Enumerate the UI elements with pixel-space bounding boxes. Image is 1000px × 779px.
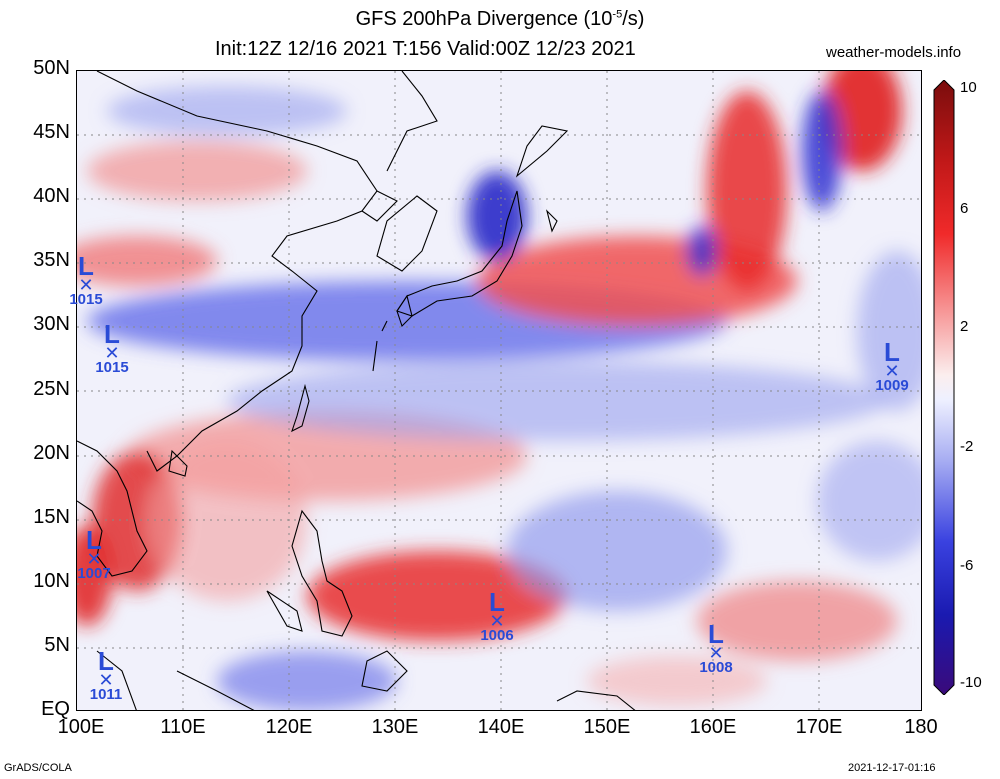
colorbar-label-2: 2: [960, 318, 969, 335]
low-symbol: L: [708, 619, 724, 649]
low-pressure-value: 1006: [480, 627, 514, 644]
low-pressure-value: 1009: [875, 377, 909, 394]
low-pressure-value: 1015: [95, 359, 129, 376]
low-pressure-value: 1007: [77, 565, 111, 582]
site-credit: weather-models.info: [826, 44, 962, 61]
lat-label-5n: 5N: [44, 634, 70, 656]
low-symbol: L: [884, 337, 900, 367]
low-pressure-marker: L ✕ 1011: [90, 648, 123, 702]
low-pressure-marker: L ✕ 1007: [77, 527, 110, 581]
low-pressure-value: 1011: [89, 686, 123, 703]
low-symbol: L: [489, 587, 505, 617]
low-center-icon: ✕: [884, 361, 900, 381]
colorbar-label-neg6: -6: [960, 557, 974, 574]
lon-label-160e: 160E: [689, 716, 737, 738]
lat-label-25n: 25N: [33, 378, 70, 400]
low-pressure-marker: L ✕ 1006: [480, 589, 513, 643]
low-pressure-marker: L ✕ 1015: [69, 253, 102, 307]
lat-label-10n: 10N: [33, 570, 70, 592]
colorbar-label-neg10: -10: [960, 674, 982, 691]
low-center-icon: ✕: [104, 343, 120, 363]
lon-label-120e: 120E: [265, 716, 313, 738]
low-pressure-marker: L ✕ 1015: [95, 321, 128, 375]
lat-label-30n: 30N: [33, 313, 70, 335]
low-symbol: L: [98, 646, 114, 676]
map-subtitle: Init:12Z 12/16 2021 T:156 Valid:00Z 12/2…: [215, 38, 636, 60]
low-center-icon: ✕: [98, 670, 114, 690]
lon-label-130e: 130E: [371, 716, 419, 738]
low-pressure-value: 1008: [699, 659, 733, 676]
render-timestamp: 2021-12-17-01:16: [848, 762, 936, 774]
lat-label-45n: 45N: [33, 121, 70, 143]
low-center-icon: ✕: [708, 643, 724, 663]
lon-label-170e: 170E: [795, 716, 843, 738]
low-center-icon: ✕: [86, 549, 102, 569]
lat-label-20n: 20N: [33, 442, 70, 464]
lon-label-140e: 140E: [477, 716, 525, 738]
lon-label-100e: 100E: [57, 716, 105, 738]
colorbar: [933, 80, 955, 695]
colorbar-label-neg2: -2: [960, 438, 974, 455]
lat-label-eq: EQ: [41, 698, 70, 720]
low-symbol: L: [104, 319, 120, 349]
software-credit: GrADS/COLA: [4, 762, 72, 774]
divergence-map: [76, 70, 922, 711]
colorbar-label-6: 6: [960, 200, 969, 217]
grid-lines: [77, 71, 921, 710]
coastlines: [77, 71, 636, 710]
low-symbol: L: [78, 251, 94, 281]
low-symbol: L: [86, 525, 102, 555]
low-center-icon: ✕: [489, 611, 505, 631]
lon-label-150e: 150E: [583, 716, 631, 738]
lat-label-50n: 50N: [33, 57, 70, 79]
lat-label-35n: 35N: [33, 249, 70, 271]
low-pressure-marker: L ✕ 1009: [875, 339, 908, 393]
lat-label-40n: 40N: [33, 185, 70, 207]
low-pressure-marker: L ✕ 1008: [699, 621, 732, 675]
low-pressure-value: 1015: [69, 291, 103, 308]
colorbar-label-10: 10: [960, 79, 977, 96]
lon-label-110e: 110E: [160, 716, 206, 738]
lon-label-180: 180: [904, 716, 938, 738]
low-center-icon: ✕: [78, 275, 94, 295]
lat-label-15n: 15N: [33, 506, 70, 528]
map-title: GFS 200hPa Divergence (10-5/s): [355, 8, 645, 30]
